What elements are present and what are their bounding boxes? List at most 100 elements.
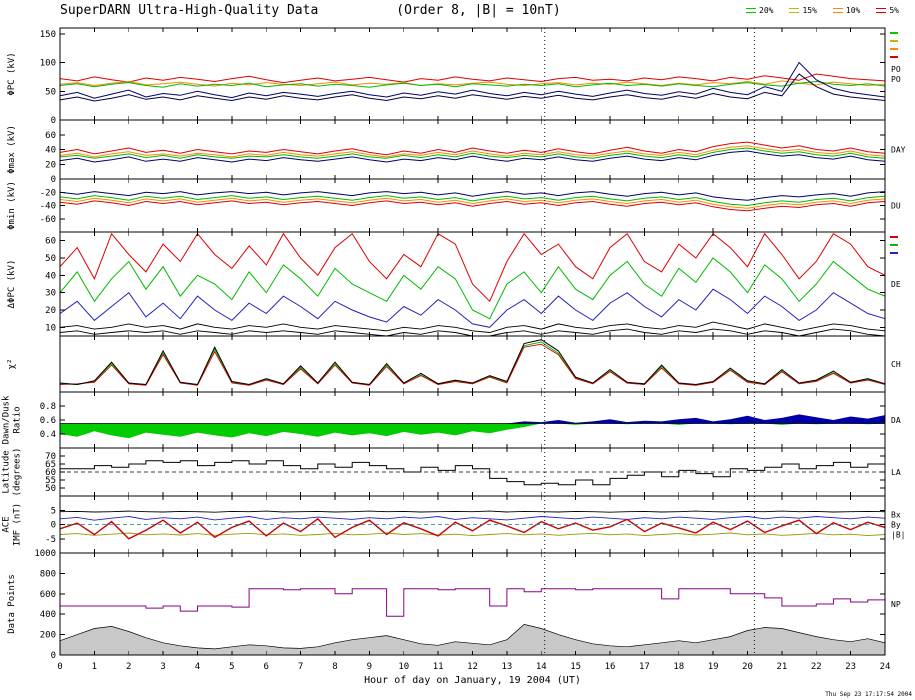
y-tick-label: -20 <box>40 188 56 198</box>
y-axis-label: Ratio <box>13 406 23 433</box>
series-points-available <box>60 588 886 617</box>
right-edge-label: DU <box>891 202 901 211</box>
y-tick-label: 60 <box>45 468 56 478</box>
y-tick-label: 55 <box>45 476 56 486</box>
y-tick-label: 600 <box>40 590 56 600</box>
series-potential-lower <box>59 73 886 102</box>
series-potential-upper <box>59 61 886 99</box>
series-pct20 <box>59 147 886 159</box>
x-tick-label: 7 <box>298 662 303 672</box>
series-bz <box>59 532 886 537</box>
y-tick-label: 65 <box>45 460 56 470</box>
panel-dawn-dusk-ratio: 0.4 0.6 0.8 Dawn/Dusk Ratio DA <box>2 391 901 449</box>
series-spread <box>59 288 886 328</box>
right-edge-label: CH <box>891 360 901 369</box>
panel-phi-min: 0 -20 -40 -60 Φmin (kV) DU <box>7 175 901 233</box>
chart-subtitle: (Order 8, |B| = 10nT) <box>396 3 561 18</box>
x-tick-label: 11 <box>433 662 444 672</box>
right-edge-label: |B| <box>891 531 905 540</box>
y-tick-label: 70 <box>45 452 56 462</box>
right-edge-label: LA <box>891 468 901 477</box>
y-tick-label: 50 <box>45 484 56 494</box>
y-tick-label: 0 <box>51 651 56 661</box>
series-fit <box>59 191 886 201</box>
y-tick-label: -60 <box>40 215 56 225</box>
x-tick-label: 15 <box>570 662 581 672</box>
x-tick-label: 3 <box>160 662 165 672</box>
x-tick-label: 1 <box>92 662 97 672</box>
x-axis: 0 1 2 3 4 5 6 7 8 9 10 11 12 13 14 15 16 17 18 19 20 21 22 23 24… <box>57 662 890 686</box>
legend-swatch <box>746 8 756 13</box>
y-axis-label: ACE <box>2 516 12 532</box>
chart-title-text: SuperDARN Ultra-High-Quality Data <box>60 3 319 18</box>
series-fit <box>59 150 886 163</box>
y-axis-label: χ² <box>7 359 17 370</box>
x-tick-label: 24 <box>880 662 891 672</box>
y-tick-label: 60 <box>45 131 56 141</box>
y-axis-label: Dawn/Dusk <box>2 395 12 444</box>
series-chi2-black <box>59 339 886 386</box>
series-dawn-band <box>60 414 885 424</box>
series-boundary-latitude <box>60 460 886 486</box>
y-tick-label: 40 <box>45 146 56 156</box>
legend-item: 5% <box>876 6 899 15</box>
plot-timestamp: Thu Sep 23 17:17:54 2004 <box>825 691 912 698</box>
y-tick-label: 0 <box>51 521 56 531</box>
series-by <box>59 516 886 521</box>
series-pct20 <box>59 195 886 207</box>
y-tick-label: 800 <box>40 569 56 579</box>
percentile-legend: 20% 15% 10% 5% <box>746 6 899 15</box>
y-tick-label: 50 <box>45 87 56 97</box>
x-tick-label: 9 <box>367 662 372 672</box>
legend-label: 20% <box>759 6 774 15</box>
x-tick-label: 19 <box>708 662 719 672</box>
y-tick-label: 20 <box>45 160 56 170</box>
series-pct20 <box>59 80 886 88</box>
x-tick-label: 21 <box>776 662 787 672</box>
x-tick-label: 20 <box>742 662 753 672</box>
y-tick-label: 200 <box>40 631 56 641</box>
right-edge-label: DA <box>891 416 901 425</box>
legend-item: 20% <box>746 6 773 15</box>
right-edge-label: DAY <box>891 146 906 155</box>
y-tick-label: 5 <box>51 506 56 516</box>
y-tick-label: 40 <box>45 271 56 281</box>
y-axis-label: ΦPC (kV) <box>7 52 17 95</box>
right-edge-label: PO <box>891 75 901 84</box>
y-tick-label: 20 <box>45 306 56 316</box>
series-baseline-upper <box>59 321 886 333</box>
right-edge-label: By <box>891 521 901 530</box>
x-tick-label: 10 <box>398 662 409 672</box>
y-axis-label: Φmax (kV) <box>7 125 17 174</box>
series-bx <box>59 517 886 540</box>
legend-label: 15% <box>802 6 817 15</box>
x-tick-label: 6 <box>264 662 269 672</box>
series-pct10 <box>59 197 886 209</box>
x-tick-label: 22 <box>811 662 822 672</box>
x-tick-label: 14 <box>536 662 547 672</box>
legend-swatch <box>876 8 887 13</box>
legend-swatch <box>832 8 843 13</box>
panel-frame <box>59 119 886 180</box>
y-tick-label: 0.8 <box>40 402 56 412</box>
right-edge-label: PO <box>891 65 901 74</box>
legend-label: 5% <box>889 6 899 15</box>
x-tick-label: 8 <box>332 662 337 672</box>
x-tick-label: 2 <box>126 662 131 672</box>
x-axis-title: Hour of day on January, 19 2004 (UT) <box>364 675 581 686</box>
panel-frame <box>59 178 886 233</box>
panel-data-points: 0 200 400 600 800 1000 Data Points NP <box>7 549 901 661</box>
y-axis-label: IMF (nT) <box>13 503 23 546</box>
series-dusk-band <box>60 423 885 439</box>
series-pct5 <box>59 141 886 156</box>
y-tick-label: 100 <box>40 59 56 69</box>
legend-item: 10% <box>832 6 861 15</box>
y-tick-label: 0.6 <box>40 416 56 426</box>
legend-label: 10% <box>845 6 861 15</box>
series-pct10 <box>59 80 886 87</box>
